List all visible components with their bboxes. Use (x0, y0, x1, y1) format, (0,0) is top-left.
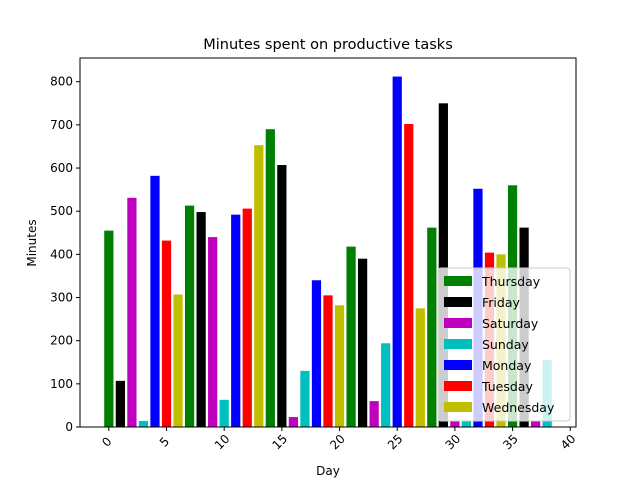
y-tick-label-0: 0 (65, 420, 73, 434)
x-tick-label-10: 10 (212, 432, 233, 453)
bar-sunday-24 (381, 343, 391, 427)
bar-saturday-9 (208, 237, 218, 427)
x-tick-label-40: 40 (558, 432, 579, 453)
legend-swatch-sunday (444, 339, 472, 349)
axes-group: 0 5 10 15 20 25 30 35 40010020030040050060070080… (50, 57, 579, 453)
bar-saturday-30 (450, 420, 460, 427)
bar-wednesday-27 (415, 308, 425, 427)
y-axis-label: Minutes (25, 219, 39, 266)
x-axis-label: Day (316, 464, 340, 478)
bar-sunday-31 (461, 420, 472, 427)
legend-swatch-thursday (444, 276, 472, 286)
x-tick-label-30: 30 (443, 432, 464, 453)
y-tick-label-700: 700 (50, 118, 73, 132)
legend-swatch-friday (444, 297, 472, 307)
y-tick-label-200: 200 (50, 334, 73, 348)
bar-tuesday-12 (242, 208, 252, 427)
bar-saturday-23 (369, 401, 379, 427)
bar-saturday-16 (288, 417, 299, 427)
bar-thursday-28 (427, 227, 437, 427)
legend-swatch-wednesday (444, 402, 472, 412)
legend-label-friday: Friday (482, 295, 520, 310)
legend-label-monday: Monday (482, 358, 532, 373)
bar-monday-4 (150, 175, 160, 427)
bar-saturday-2 (127, 197, 137, 427)
y-tick-label-300: 300 (50, 291, 73, 305)
bar-monday-11 (231, 214, 241, 427)
bar-sunday-10 (219, 399, 229, 427)
bar-friday-15 (277, 165, 287, 427)
y-tick-label-600: 600 (50, 161, 73, 175)
bar-friday-29 (438, 103, 448, 427)
x-tick-label-0: 0 (99, 434, 114, 449)
bar-friday-1 (115, 380, 125, 427)
y-tick-label-100: 100 (50, 377, 73, 391)
legend-swatch-monday (444, 360, 472, 370)
chart-title: Minutes spent on productive tasks (203, 37, 453, 53)
x-tick-label-25: 25 (385, 432, 406, 453)
bar-friday-22 (357, 258, 368, 427)
x-tick-label-15: 15 (270, 432, 291, 453)
bar-sunday-17 (300, 370, 310, 427)
plot-frame (79, 57, 577, 428)
bar-thursday-7 (184, 205, 195, 427)
y-tick-label-800: 800 (50, 75, 73, 89)
bar-tuesday-19 (323, 295, 333, 427)
legend-swatch-saturday (444, 318, 472, 328)
bar-thursday-0 (104, 230, 114, 427)
legend-label-tuesday: Tuesday (481, 379, 533, 394)
bar-tuesday-5 (161, 240, 172, 427)
bar-wednesday-6 (173, 294, 183, 427)
x-tick-label-5: 5 (157, 434, 172, 449)
bar-wednesday-13 (254, 145, 264, 427)
legend: Thursday Friday Saturday Sunday Monday Tuesda… (437, 267, 571, 422)
bar-friday-8 (196, 212, 206, 427)
bar-monday-25 (392, 76, 402, 427)
bar-saturday-37 (531, 420, 541, 427)
x-tick-label-35: 35 (500, 432, 521, 453)
x-tick-label-20: 20 (327, 432, 348, 453)
legend-label-sunday: Sunday (482, 337, 529, 352)
legend-label-wednesday: Wednesday (482, 400, 555, 415)
bar-sunday-3 (138, 420, 149, 427)
y-tick-label-400: 400 (50, 247, 73, 261)
legend-label-saturday: Saturday (482, 316, 539, 331)
legend-swatch-tuesday (444, 381, 472, 391)
bar-thursday-14 (265, 129, 275, 427)
bar-wednesday-20 (334, 305, 345, 427)
bar-thursday-21 (346, 246, 356, 427)
bar-monday-18 (311, 280, 322, 427)
bar-tuesday-26 (404, 124, 414, 427)
y-tick-label-500: 500 (50, 204, 73, 218)
legend-label-thursday: Thursday (481, 274, 541, 289)
